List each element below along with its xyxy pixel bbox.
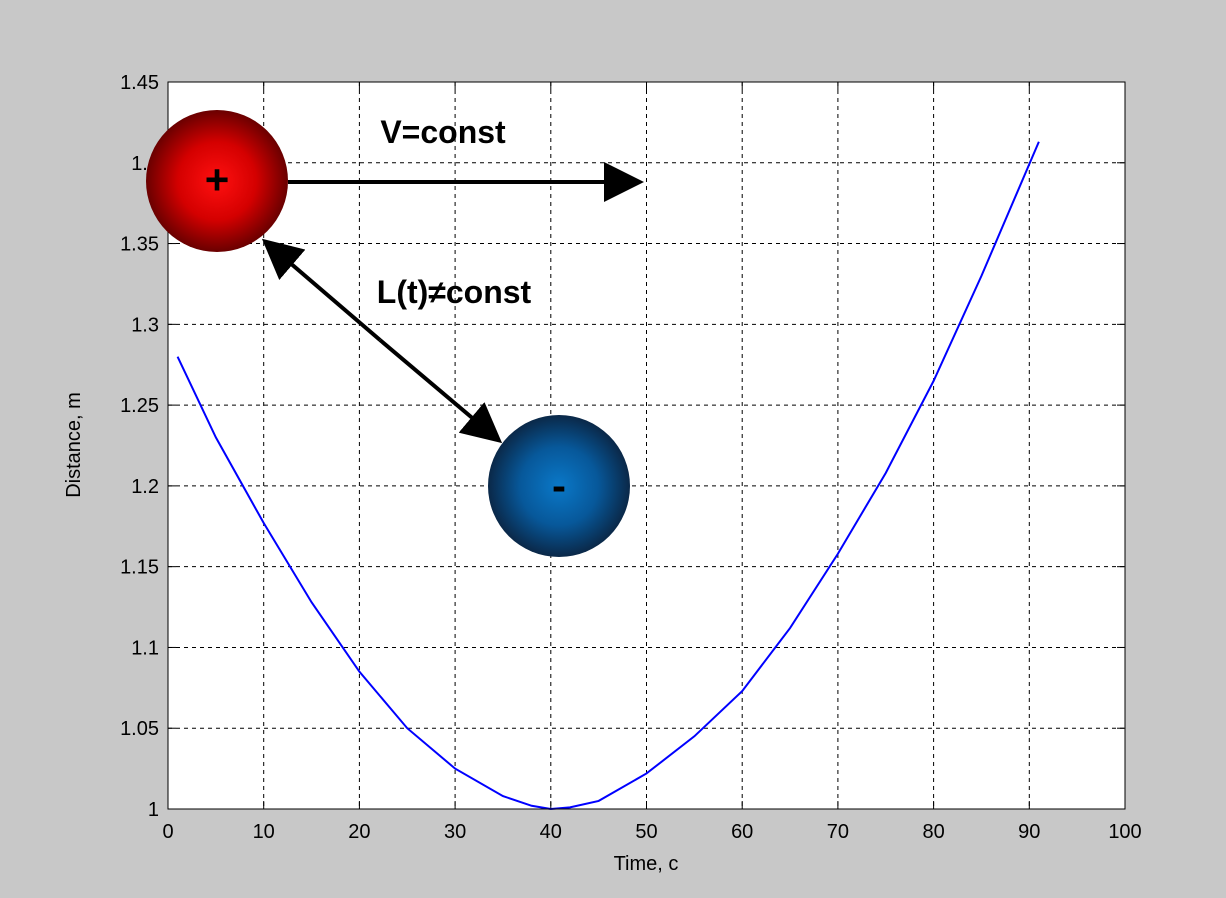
x-tick-label: 50	[635, 821, 657, 843]
distance-annotation: L(t)≠const	[377, 274, 532, 310]
negative-charge-sign: -	[552, 462, 566, 509]
y-tick-label: 1.25	[120, 395, 159, 417]
x-tick-label: 80	[922, 821, 944, 843]
axes-frame	[167, 81, 1126, 810]
x-tick-label: 30	[444, 821, 466, 843]
x-tick-label: 100	[1108, 821, 1141, 843]
x-tick-label: 10	[253, 821, 275, 843]
y-tick-label: 1	[148, 799, 159, 821]
distance-arrow-start	[261, 238, 382, 342]
x-tick-label: 70	[827, 821, 849, 843]
y-tick-label: 1.35	[120, 234, 159, 256]
y-tick-label: 1.15	[120, 557, 159, 579]
distance-series-line	[176, 141, 1040, 811]
x-axis-label: Time, c	[614, 853, 679, 875]
velocity-annotation: V=const	[380, 114, 506, 150]
x-tick-label: 40	[540, 821, 562, 843]
x-tick-label: 0	[162, 821, 173, 843]
x-tick-label: 60	[731, 821, 753, 843]
y-tick-label: 1.1	[131, 637, 159, 659]
tick-labels: 0 10 20 30 40 50 60 70 80 90 100 1 1.05 1.1 1.15 1.2 1.2…	[120, 72, 1142, 843]
positive-charge	[146, 110, 288, 252]
x-tick-label: 90	[1018, 821, 1040, 843]
y-tick-label: 1.45	[120, 72, 159, 94]
y-tick-label: 1.05	[120, 718, 159, 740]
y-axis-label: Distance, m	[63, 392, 85, 498]
y-tick-label: 1.2	[131, 476, 159, 498]
positive-charge-sign: +	[205, 156, 230, 203]
negative-charge	[488, 415, 630, 557]
x-tick-label: 20	[348, 821, 370, 843]
distance-arrow-end	[378, 338, 503, 444]
y-tick-label: 1.3	[131, 314, 159, 336]
